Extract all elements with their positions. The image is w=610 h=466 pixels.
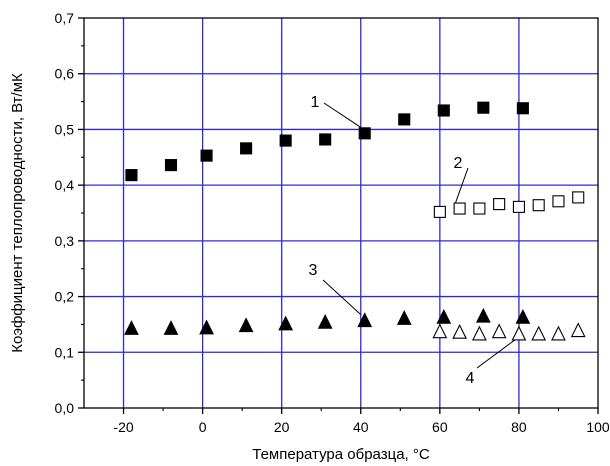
data-point-square xyxy=(477,101,490,114)
x-tick-label: 40 xyxy=(353,419,369,435)
data-point-square xyxy=(279,134,292,147)
data-point-triangle xyxy=(396,310,412,325)
data-point-triangle xyxy=(511,325,527,341)
data-point-triangle xyxy=(471,325,487,341)
data-point-square xyxy=(453,202,466,215)
data-point-triangle xyxy=(317,313,333,329)
annotation-leader-line xyxy=(323,102,361,128)
data-point-triangle xyxy=(452,323,468,339)
annotation-label: 4 xyxy=(466,370,475,387)
data-point-square xyxy=(516,102,529,115)
data-point-square xyxy=(437,104,450,117)
data-point-square xyxy=(125,169,138,182)
data-point-square xyxy=(532,199,545,212)
annotation-3: 3 xyxy=(309,262,362,315)
data-point-triangle xyxy=(357,312,373,328)
y-axis: 0,0 0,1 0,2 0,3 0,4 0,5 0,6 0,7 xyxy=(55,10,84,416)
data-point-triangle xyxy=(531,325,547,341)
data-point-square xyxy=(552,195,565,208)
x-tick-label: 100 xyxy=(586,419,610,435)
data-point-square xyxy=(493,198,506,211)
data-point-triangle xyxy=(278,315,294,331)
data-point-triangle xyxy=(491,323,507,339)
data-point-triangle xyxy=(238,317,254,333)
annotation-label: 1 xyxy=(311,94,320,111)
data-point-square xyxy=(200,149,213,162)
data-point-triangle xyxy=(475,307,491,323)
y-tick-label: 0,1 xyxy=(55,344,75,360)
x-tick-label: -20 xyxy=(113,419,133,435)
data-markers xyxy=(124,101,586,341)
data-point-triangle xyxy=(436,308,452,324)
series-annotations: 1 2 3 4 xyxy=(309,94,516,387)
x-tick-label: 0 xyxy=(199,419,207,435)
y-tick-label: 0,7 xyxy=(55,10,75,26)
series-2 xyxy=(433,191,585,218)
data-point-square xyxy=(240,142,253,155)
y-tick-label: 0,2 xyxy=(55,289,75,305)
data-point-triangle xyxy=(199,319,214,335)
series-4 xyxy=(432,322,586,341)
annotation-leader-line xyxy=(455,167,469,203)
x-tick-label: 20 xyxy=(274,419,290,435)
plot-area xyxy=(84,18,598,408)
series-1 xyxy=(125,101,529,182)
data-point-triangle xyxy=(570,322,586,338)
annotation-4: 4 xyxy=(466,339,516,387)
data-point-square xyxy=(319,133,332,146)
series-3 xyxy=(124,307,531,335)
data-point-square xyxy=(473,202,486,215)
data-point-triangle xyxy=(124,320,139,335)
y-tick-label: 0,0 xyxy=(55,400,75,416)
y-tick-label: 0,3 xyxy=(55,233,75,249)
data-point-square xyxy=(358,127,371,140)
y-tick-label: 0,4 xyxy=(55,177,75,193)
data-point-triangle xyxy=(551,325,566,341)
data-point-square xyxy=(572,191,585,204)
data-point-square xyxy=(398,113,411,126)
y-tick-label: 0,5 xyxy=(55,121,75,137)
x-axis: -20 0 20 40 60 80 100 xyxy=(113,408,610,435)
data-point-triangle xyxy=(163,320,179,335)
y-axis-title: Коэффициент теплопроводности, Вт/мК xyxy=(9,73,26,353)
x-axis-title: Температура образца, °С xyxy=(252,446,430,463)
x-tick-label: 60 xyxy=(432,419,448,435)
data-point-square xyxy=(164,159,178,172)
data-point-triangle xyxy=(515,308,531,324)
annotation-1: 1 xyxy=(311,94,361,128)
y-tick-label: 0,6 xyxy=(55,66,75,82)
data-point-square xyxy=(512,200,525,213)
data-point-square xyxy=(433,205,446,218)
annotation-2: 2 xyxy=(454,155,469,203)
annotation-leader-line xyxy=(476,339,516,369)
annotation-label: 2 xyxy=(454,155,463,172)
annotation-label: 3 xyxy=(309,262,318,279)
annotation-leader-line xyxy=(322,279,362,315)
data-point-triangle xyxy=(432,323,448,339)
x-tick-label: 80 xyxy=(511,419,527,435)
